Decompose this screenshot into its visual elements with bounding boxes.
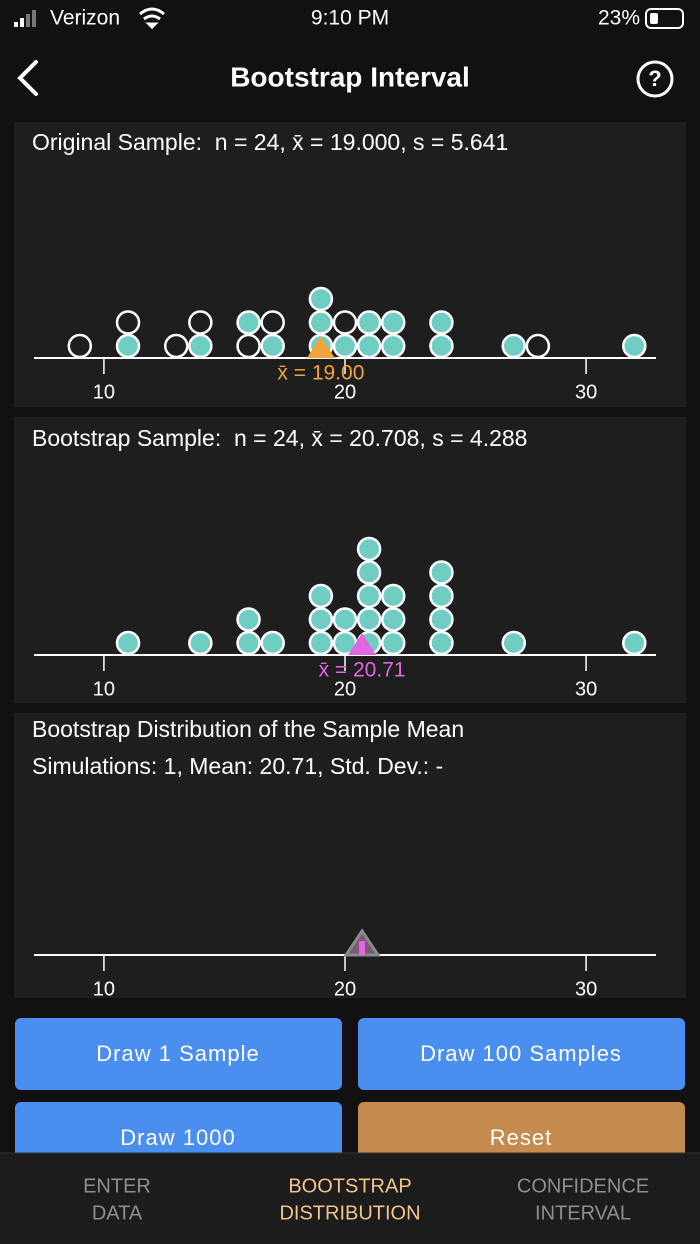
data-dot <box>380 333 406 359</box>
data-dot <box>356 536 382 562</box>
data-dot <box>308 286 334 312</box>
distribution-bar <box>359 941 366 955</box>
data-dot <box>260 333 285 359</box>
button-label: Draw 1 Sample <box>96 1041 259 1066</box>
data-dot <box>67 333 93 359</box>
data-dot <box>380 310 406 335</box>
button-label: Reset <box>490 1125 552 1150</box>
data-dot <box>115 630 141 656</box>
back-button[interactable] <box>17 60 38 96</box>
battery-icon <box>645 8 684 29</box>
tab-label: DATA <box>92 1202 143 1224</box>
tab-label: ENTER <box>83 1175 151 1197</box>
x-tick-label: 10 <box>93 381 115 403</box>
signal <box>20 18 24 27</box>
data-dot <box>501 630 527 656</box>
data-dot <box>236 310 261 335</box>
data-dot <box>115 333 141 359</box>
data-dot <box>188 333 213 359</box>
battery-level: 23% <box>598 7 640 30</box>
tab-bar <box>0 1153 700 1244</box>
data-dot <box>308 310 334 335</box>
x-tick-label: 30 <box>575 381 597 403</box>
signal <box>32 10 36 27</box>
tab-label: INTERVAL <box>535 1202 631 1224</box>
tab[interactable]: CONFIDENCE INTERVAL <box>517 1175 649 1224</box>
data-dot <box>236 333 261 359</box>
mean-marker <box>306 336 335 358</box>
tab-label: CONFIDENCE <box>517 1175 649 1197</box>
data-dot <box>429 607 454 632</box>
data-dot <box>501 333 527 359</box>
x-tick-label: 10 <box>93 678 115 700</box>
data-dot <box>380 630 406 656</box>
x-tick-label: 30 <box>575 978 597 1000</box>
tab[interactable]: ENTER DATA <box>83 1175 151 1224</box>
tab-label: BOOTSTRAP <box>288 1175 411 1197</box>
button-label: Draw 1000 <box>120 1125 235 1150</box>
x-tick-label: 20 <box>334 381 356 403</box>
data-dot <box>356 560 382 585</box>
data-dot <box>332 333 358 359</box>
wifi-icon <box>139 7 165 30</box>
data-dot <box>188 630 213 656</box>
data-dot <box>188 310 213 335</box>
mean-label: x̄ = 19.00 <box>277 362 364 385</box>
help-circle <box>636 60 674 98</box>
data-dot <box>380 583 406 609</box>
mean-label: x̄ = 20.71 <box>319 659 406 682</box>
data-dot <box>380 607 406 632</box>
data-dot <box>356 583 382 609</box>
nav-title: Bootstrap Interval <box>230 61 470 92</box>
data-dot <box>163 333 189 359</box>
data-dot <box>308 630 334 656</box>
data-dot <box>622 630 647 656</box>
data-dot <box>236 607 261 632</box>
plots: 10 20 30 x̄ = 19.00 10 20 30 x̄ = 20.71 10 20 30 <box>34 286 656 1000</box>
panel-title: Bootstrap Sample: n = 24, x̄ = 20.708, s… <box>32 425 527 451</box>
data-dot <box>236 630 261 656</box>
data-dot <box>332 310 358 335</box>
data-dot <box>356 607 382 632</box>
carrier: Verizon <box>50 7 120 30</box>
tab-label: DISTRIBUTION <box>279 1202 420 1224</box>
help-button[interactable]: ? <box>636 60 674 98</box>
data-dot <box>308 607 334 632</box>
data-dot <box>260 310 285 335</box>
data-dot <box>332 607 358 632</box>
data-dot <box>429 333 454 359</box>
data-dot <box>429 630 454 656</box>
mean-marker <box>348 633 377 655</box>
battery-fill <box>650 13 658 24</box>
draw-1-button[interactable] <box>15 1018 342 1090</box>
signal <box>26 14 30 27</box>
time: 9:10 PM <box>311 7 389 30</box>
status-bar: Verizon 9:10 PM 23% <box>14 7 684 30</box>
panel-title: Bootstrap Distribution of the Sample Mea… <box>32 716 464 742</box>
data-dot <box>308 583 334 609</box>
panel-subtitle: Simulations: 1, Mean: 20.71, Std. Dev.: … <box>32 753 443 779</box>
x-tick-label: 20 <box>334 978 356 1000</box>
data-dot <box>356 333 382 359</box>
x-tick-label: 30 <box>575 678 597 700</box>
help-icon: ? <box>648 66 661 91</box>
tab[interactable]: BOOTSTRAP DISTRIBUTION <box>279 1175 420 1224</box>
signal <box>14 22 18 27</box>
data-dot <box>356 310 382 335</box>
x-tick-label: 10 <box>93 978 115 1000</box>
data-dot <box>525 333 551 359</box>
data-dot <box>429 560 454 585</box>
data-dot <box>115 310 141 335</box>
panel-title: Original Sample: n = 24, x̄ = 19.000, s … <box>32 129 508 155</box>
button-label: Draw 100 Samples <box>420 1041 622 1066</box>
data-dot <box>429 310 454 335</box>
data-dot <box>622 333 647 359</box>
x-tick-label: 20 <box>334 678 356 700</box>
draw-100-button[interactable] <box>358 1018 685 1090</box>
data-dot <box>260 630 285 656</box>
panel <box>14 122 686 407</box>
data-dot <box>429 583 454 609</box>
